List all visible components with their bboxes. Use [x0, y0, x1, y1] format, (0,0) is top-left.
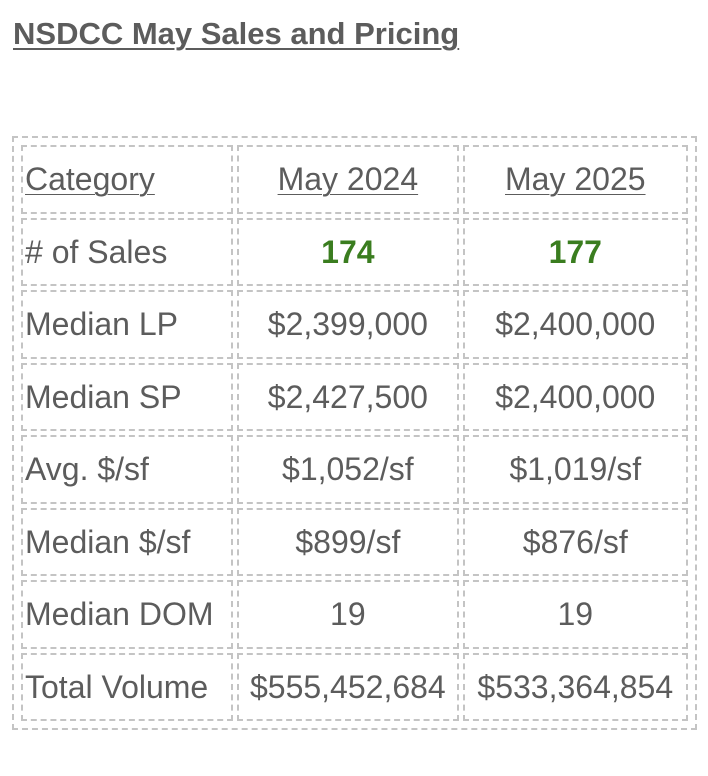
header-may-2024-label: May 2024: [277, 161, 419, 198]
table-row: # of Sales 174 177: [21, 217, 688, 286]
row-category: Avg. $/sf: [21, 435, 234, 504]
page-title: NSDCC May Sales and Pricing: [13, 16, 460, 51]
table-header-row: Category May 2024 May 2025: [21, 145, 688, 214]
row-category: # of Sales: [21, 217, 234, 286]
row-category: Median LP: [21, 290, 234, 359]
header-may-2025: May 2025: [462, 145, 688, 214]
row-value-may-2024: $899/sf: [237, 507, 459, 576]
header-may-2024: May 2024: [237, 145, 459, 214]
table-row: Median SP $2,427,500 $2,400,000: [21, 362, 688, 431]
table-row: Median DOM 19 19: [21, 580, 688, 649]
row-value-may-2025: $2,400,000: [462, 290, 688, 359]
row-category: Median SP: [21, 362, 234, 431]
row-value-may-2025: 177: [462, 217, 688, 286]
row-value-may-2025: $533,364,854: [462, 652, 688, 721]
header-category: Category: [21, 145, 234, 214]
row-category: Total Volume: [21, 652, 234, 721]
table-row: Total Volume $555,452,684 $533,364,854: [21, 652, 688, 721]
row-value-may-2024: $2,427,500: [237, 362, 459, 431]
table-row: Median $/sf $899/sf $876/sf: [21, 507, 688, 576]
header-category-label: Category: [25, 161, 155, 198]
row-value-may-2024: 19: [237, 580, 459, 649]
row-value-may-2025: $2,400,000: [462, 362, 688, 431]
row-category: Median $/sf: [21, 507, 234, 576]
row-value-may-2024: $2,399,000: [237, 290, 459, 359]
row-value-may-2024: 174: [237, 217, 459, 286]
row-category: Median DOM: [21, 580, 234, 649]
row-value-may-2025: $1,019/sf: [462, 435, 688, 504]
table-row: Avg. $/sf $1,052/sf $1,019/sf: [21, 435, 688, 504]
sales-table-container: Category May 2024 May 2025 # of Sales 17…: [12, 136, 697, 730]
table-row: Median LP $2,399,000 $2,400,000: [21, 290, 688, 359]
row-value-may-2024: $1,052/sf: [237, 435, 459, 504]
row-value-may-2025: 19: [462, 580, 688, 649]
row-value-may-2024: $555,452,684: [237, 652, 459, 721]
sales-pricing-table: Category May 2024 May 2025 # of Sales 17…: [17, 141, 692, 725]
row-value-may-2025: $876/sf: [462, 507, 688, 576]
header-may-2025-label: May 2025: [505, 161, 646, 198]
